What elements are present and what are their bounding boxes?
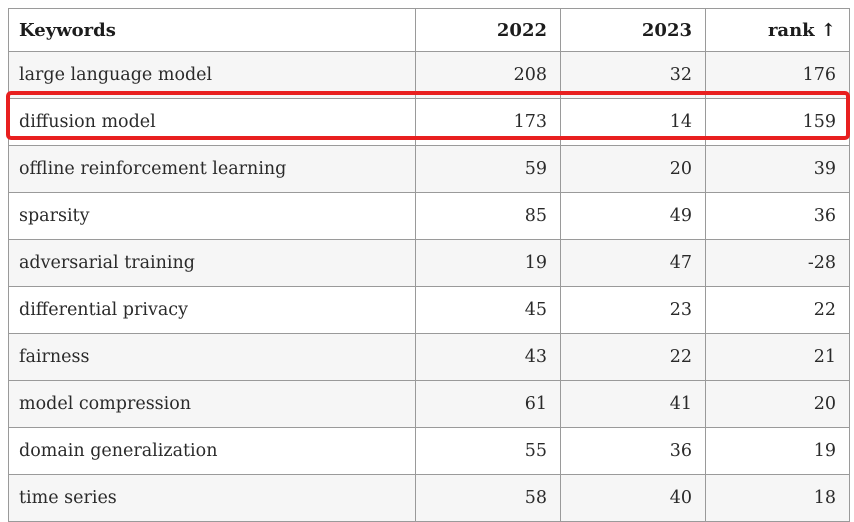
value-2023-cell: 23 — [560, 286, 706, 334]
value-2022-cell: 208 — [415, 51, 561, 99]
table-row: sparsity 85 49 36 — [8, 192, 850, 240]
value-2023-cell: 40 — [560, 474, 706, 522]
value-2022-cell: 173 — [415, 98, 561, 146]
value-2022-cell: 55 — [415, 427, 561, 475]
column-header-keywords: Keywords — [8, 8, 416, 52]
value-2023-cell: 47 — [560, 239, 706, 287]
keyword-cell: differential privacy — [8, 286, 416, 334]
table-row: domain generalization 55 36 19 — [8, 427, 850, 475]
keyword-cell: fairness — [8, 333, 416, 381]
value-2022-cell: 58 — [415, 474, 561, 522]
rank-cell: 176 — [705, 51, 850, 99]
value-2022-cell: 59 — [415, 145, 561, 193]
keyword-cell: domain generalization — [8, 427, 416, 475]
rank-cell: 39 — [705, 145, 850, 193]
page: Keywords 2022 2023 rank ↑ large language… — [6, 8, 850, 522]
rank-cell: 159 — [705, 98, 850, 146]
value-2023-cell: 41 — [560, 380, 706, 428]
rank-cell: 21 — [705, 333, 850, 381]
keyword-cell: offline reinforcement learning — [8, 145, 416, 193]
value-2022-cell: 61 — [415, 380, 561, 428]
table-row: adversarial training 19 47 -28 — [8, 239, 850, 287]
table-row: time series 58 40 18 — [8, 474, 850, 522]
keyword-cell: model compression — [8, 380, 416, 428]
rank-cell: -28 — [705, 239, 850, 287]
table-row: fairness 43 22 21 — [8, 333, 850, 381]
table-row: model compression 61 41 20 — [8, 380, 850, 428]
table-row: differential privacy 45 23 22 — [8, 286, 850, 334]
keyword-cell: time series — [8, 474, 416, 522]
rank-cell: 22 — [705, 286, 850, 334]
keyword-cell: large language model — [8, 51, 416, 99]
column-header-2023: 2023 — [560, 8, 706, 52]
value-2023-cell: 32 — [560, 51, 706, 99]
rank-cell: 36 — [705, 192, 850, 240]
value-2023-cell: 14 — [560, 98, 706, 146]
rank-cell: 18 — [705, 474, 850, 522]
value-2023-cell: 49 — [560, 192, 706, 240]
table-row-highlighted: diffusion model 173 14 159 — [8, 98, 850, 146]
keyword-cell: sparsity — [8, 192, 416, 240]
value-2023-cell: 36 — [560, 427, 706, 475]
column-header-2022: 2022 — [415, 8, 561, 52]
value-2023-cell: 20 — [560, 145, 706, 193]
value-2022-cell: 45 — [415, 286, 561, 334]
table-row: large language model 208 32 176 — [8, 51, 850, 99]
value-2022-cell: 85 — [415, 192, 561, 240]
value-2022-cell: 43 — [415, 333, 561, 381]
rank-cell: 19 — [705, 427, 850, 475]
keyword-cell: adversarial training — [8, 239, 416, 287]
column-header-rank: rank ↑ — [705, 8, 850, 52]
rank-cell: 20 — [705, 380, 850, 428]
value-2022-cell: 19 — [415, 239, 561, 287]
value-2023-cell: 22 — [560, 333, 706, 381]
table-header-row: Keywords 2022 2023 rank ↑ — [8, 8, 850, 52]
keyword-cell: diffusion model — [8, 98, 416, 146]
table-row: offline reinforcement learning 59 20 39 — [8, 145, 850, 193]
keywords-trend-table: Keywords 2022 2023 rank ↑ large language… — [8, 8, 850, 522]
